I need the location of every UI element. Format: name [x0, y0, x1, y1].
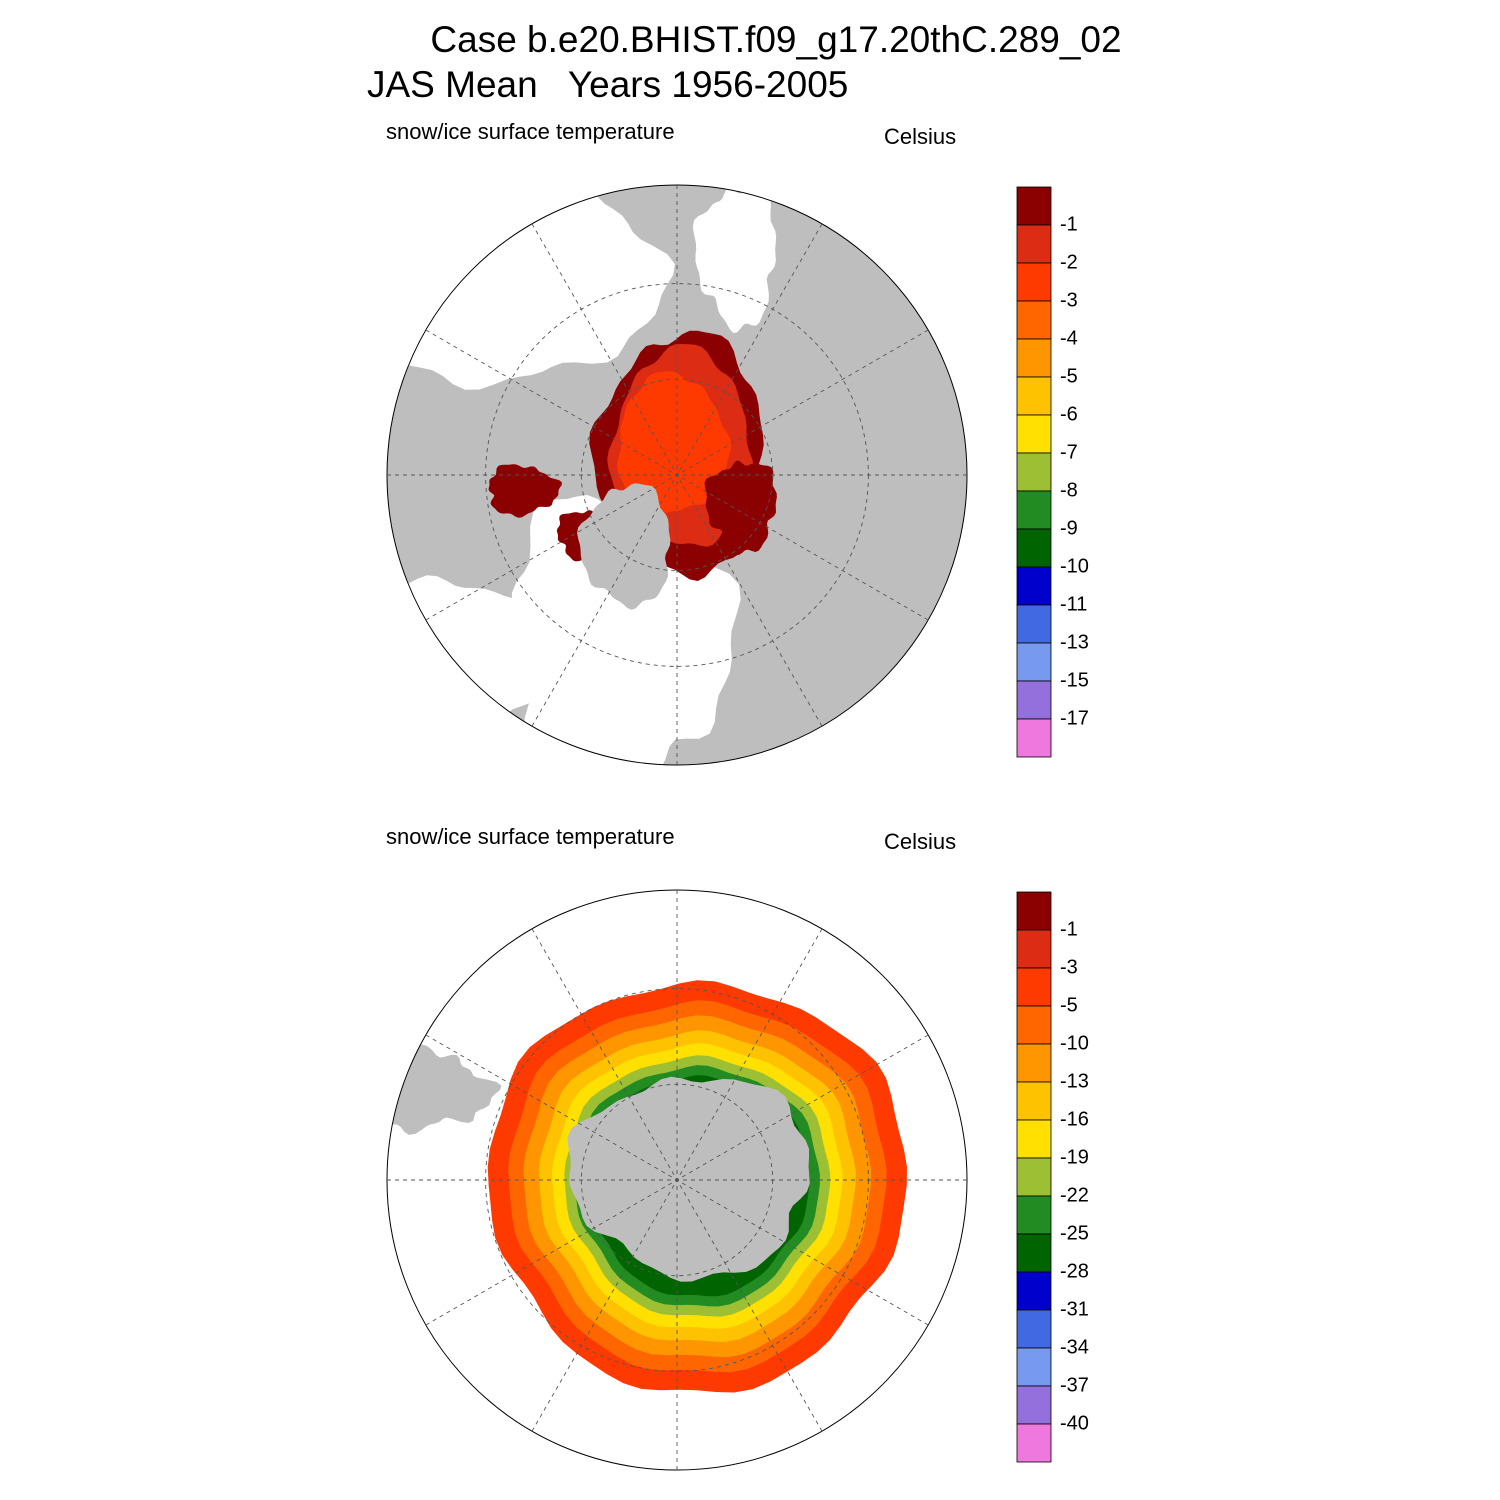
graticule [580, 378, 774, 572]
colorbar-label: -10 [1060, 1032, 1089, 1054]
colorbar-label: -4 [1060, 327, 1078, 349]
colorbar-box [1016, 376, 1052, 416]
colorbar-box [1016, 891, 1052, 931]
graticule [485, 988, 869, 1372]
colorbar-box [1016, 338, 1052, 378]
colorbar-box [1016, 300, 1052, 340]
panel-title: snow/ice surface temperature [386, 824, 675, 849]
colorbar-label: -22 [1060, 1184, 1089, 1206]
colorbar-label: -25 [1060, 1222, 1089, 1244]
colorbar-box [1016, 1233, 1052, 1273]
colorbar-label: -6 [1060, 403, 1078, 425]
ice [704, 460, 777, 556]
colorbar-box [1016, 718, 1052, 758]
colorbar-label: -3 [1060, 289, 1078, 311]
colorbar-box [1016, 490, 1052, 530]
colorbar-box [1016, 1423, 1052, 1463]
colorbar-label: -17 [1060, 707, 1089, 729]
continent [567, 1076, 810, 1282]
ocean [692, 186, 777, 333]
graticule [425, 329, 929, 621]
colorbar-box [1016, 929, 1052, 969]
colorbar-box [1016, 1195, 1052, 1235]
units: Celsius [884, 829, 956, 854]
colorbar-label: -28 [1060, 1260, 1089, 1282]
colorbar-label: -13 [1060, 1070, 1089, 1092]
colorbar-box [1016, 1043, 1052, 1083]
colorbar-label: -1 [1060, 213, 1078, 235]
colorbar-box [1016, 224, 1052, 264]
ocean [387, 575, 550, 761]
colorbar-label: -1 [1060, 918, 1078, 940]
colorbar-box [1016, 262, 1052, 302]
colorbar-label: -7 [1060, 441, 1078, 463]
colorbar-box [1016, 1385, 1052, 1425]
title-line: JAS Mean Years 1956-2005 [367, 64, 848, 105]
graticule [425, 1034, 929, 1326]
colorbar-label: -2 [1060, 251, 1078, 273]
colorbar-box [1016, 414, 1052, 454]
colorbar-label: -37 [1060, 1374, 1089, 1396]
colorbar-box [1016, 1271, 1052, 1311]
colorbar-box [1016, 452, 1052, 492]
colorbar-label: -34 [1060, 1336, 1089, 1358]
ice [617, 371, 732, 516]
colorbar-label: -19 [1060, 1146, 1089, 1168]
colorbar-label: -8 [1060, 479, 1078, 501]
colorbar-label: -10 [1060, 555, 1089, 577]
units: Celsius [884, 124, 956, 149]
graticule [580, 1083, 774, 1277]
title-line: Case b.e20.BHIST.f09_g17.20thC.289_02 [430, 19, 1121, 60]
colorbar-box [1016, 1157, 1052, 1197]
colorbar-label: -13 [1060, 631, 1089, 653]
colorbar-box [1016, 642, 1052, 682]
colorbar-box [1016, 1081, 1052, 1121]
colorbar-box [1016, 604, 1052, 644]
colorbar-box [1016, 967, 1052, 1007]
colorbar-label: -40 [1060, 1412, 1089, 1434]
graticule [485, 283, 869, 667]
colorbar-box [1016, 1347, 1052, 1387]
colorbar-box [1016, 1005, 1052, 1045]
colorbar-label: -15 [1060, 669, 1089, 691]
land [387, 1043, 502, 1135]
colorbar-label: -3 [1060, 956, 1078, 978]
panel-title: snow/ice surface temperature [386, 119, 675, 144]
ice [488, 464, 562, 518]
colorbar-box [1016, 1309, 1052, 1349]
colorbar-label: -16 [1060, 1108, 1089, 1130]
colorbar-label: -31 [1060, 1298, 1089, 1320]
map [387, 980, 907, 1393]
colorbar-label: -11 [1060, 593, 1087, 615]
land [577, 483, 671, 610]
colorbar-box [1016, 566, 1052, 606]
colorbar-box [1016, 1119, 1052, 1159]
colorbar-box [1016, 186, 1052, 226]
colorbar-label: -9 [1060, 517, 1078, 539]
colorbar-box [1016, 680, 1052, 720]
colorbar-label: -5 [1060, 994, 1078, 1016]
colorbar-label: -5 [1060, 365, 1078, 387]
colorbar-box [1016, 528, 1052, 568]
